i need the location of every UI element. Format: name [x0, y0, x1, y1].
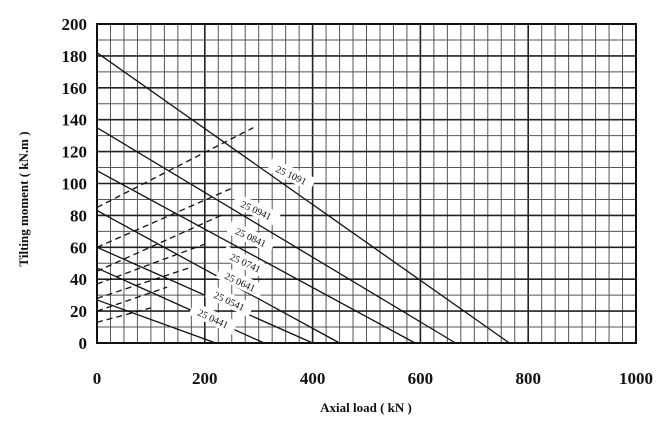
x-tick-label: 400	[300, 369, 326, 388]
series-line	[96, 299, 216, 344]
y-tick-label: 80	[70, 206, 87, 225]
series-line	[96, 170, 416, 344]
x-tick-labels: 0 200 400 600 800 1000	[93, 369, 653, 388]
x-tick-label: 800	[515, 369, 541, 388]
limit-line-dashed	[96, 187, 233, 248]
limit-line-dashed	[96, 243, 206, 285]
curve-label-background	[266, 158, 317, 192]
curve-label-background	[220, 245, 271, 279]
series-line	[96, 52, 510, 344]
y-tick-label: 200	[62, 15, 88, 34]
y-tick-label: 60	[70, 238, 87, 257]
y-tick-labels: 0 20 40 60 80 100 120 140 160 180 200	[62, 15, 88, 353]
series-line	[96, 246, 313, 344]
x-tick-label: 200	[192, 369, 218, 388]
limit-line-dashed	[96, 286, 168, 312]
x-tick-label: 0	[93, 369, 102, 388]
series-line	[96, 267, 265, 344]
x-tick-label: 600	[408, 369, 434, 388]
x-tick-label: 1000	[619, 369, 653, 388]
y-tick-label: 120	[62, 143, 88, 162]
grid	[96, 23, 637, 344]
y-tick-label: 180	[62, 47, 88, 66]
y-tick-label: 20	[70, 302, 87, 321]
x-axis-label: Axial load ( kN )	[320, 400, 412, 415]
series-line	[96, 127, 456, 344]
y-tick-label: 140	[62, 111, 88, 130]
curve-label-background	[215, 264, 265, 298]
y-axis-label: Tilting moment ( kN.m )	[16, 131, 31, 266]
y-tick-label: 40	[70, 270, 87, 289]
y-tick-label: 0	[79, 334, 88, 353]
series-lines	[96, 52, 510, 344]
curve-label-background	[188, 301, 239, 335]
plot-frame	[96, 23, 637, 344]
y-tick-label: 160	[62, 79, 88, 98]
curve-label-background	[226, 220, 276, 254]
y-tick-label: 100	[62, 175, 88, 194]
curve-label-background	[231, 193, 282, 227]
limit-line-dashed	[96, 267, 189, 299]
limit-line-dashed	[96, 214, 222, 272]
curve-label-background	[204, 284, 255, 318]
